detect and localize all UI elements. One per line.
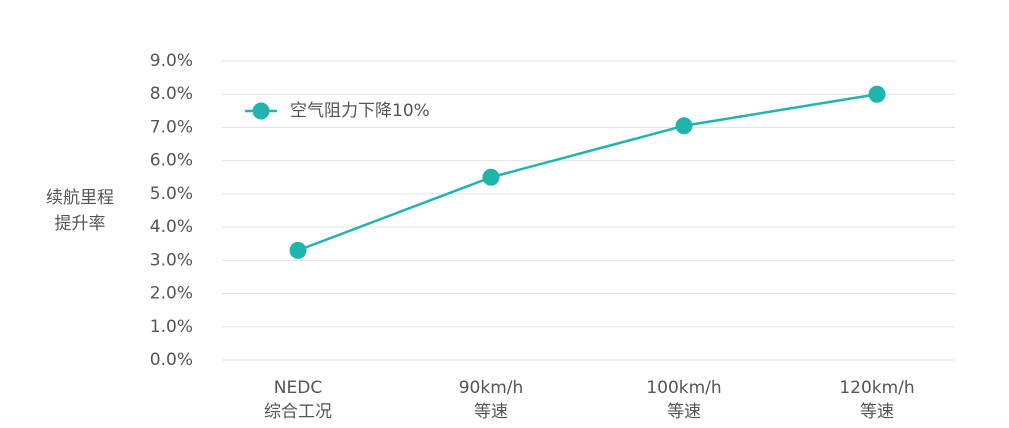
y-tick-label: 8.0% xyxy=(150,84,193,104)
y-axis-label: 提升率 xyxy=(55,214,106,234)
point xyxy=(868,85,886,103)
y-tick-label: 7.0% xyxy=(150,117,193,137)
y-tick-label: 5.0% xyxy=(150,184,193,204)
y-tick-label: 9.0% xyxy=(150,51,193,71)
legend-label: 空气阻力下降10% xyxy=(290,101,430,121)
point xyxy=(482,168,500,186)
point xyxy=(675,117,693,135)
x-tick-label: 120km/h xyxy=(839,378,914,398)
point xyxy=(289,241,307,259)
y-tick-label: 4.0% xyxy=(150,217,193,237)
y-tick-label: 1.0% xyxy=(150,317,193,337)
y-axis-label: 续航里程 xyxy=(46,188,114,208)
x-tick-label: NEDC xyxy=(274,378,322,398)
legend-marker xyxy=(252,102,270,120)
y-tick-label: 3.0% xyxy=(150,250,193,270)
x-tick-label: 等速 xyxy=(860,402,894,422)
y-tick-label: 0.0% xyxy=(150,350,193,370)
x-tick-label: 等速 xyxy=(667,402,701,422)
x-tick-label: 等速 xyxy=(474,402,508,422)
x-tick-label: 综合工况 xyxy=(264,402,332,422)
x-tick-label: 100km/h xyxy=(646,378,721,398)
line xyxy=(297,92,878,252)
x-tick-label: 90km/h xyxy=(459,378,524,398)
y-tick-label: 6.0% xyxy=(150,151,193,171)
y-tick-label: 2.0% xyxy=(150,284,193,304)
